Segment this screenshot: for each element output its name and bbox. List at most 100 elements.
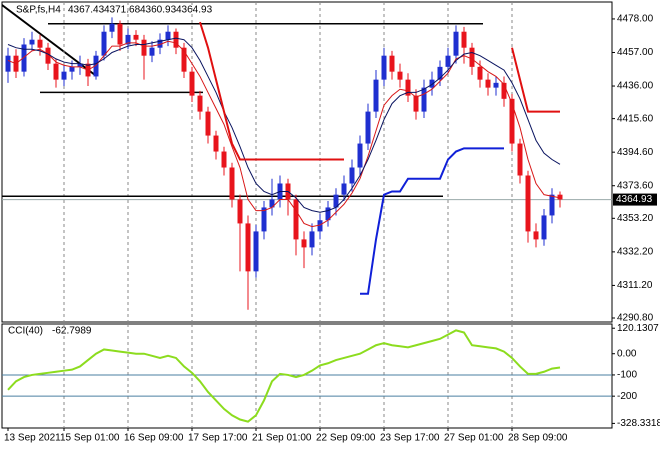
candle-body — [101, 31, 107, 56]
candle-body — [381, 55, 387, 80]
y-tick-label: 4457.00 — [617, 47, 654, 58]
header-open: 4367.43 — [68, 5, 105, 16]
x-tick-label: 13 Sep 2021 — [4, 433, 61, 444]
cci-tick-label: -100 — [617, 370, 637, 381]
candle-body — [157, 39, 163, 48]
indicator-line — [7, 37, 561, 213]
y-tick-label: 4415.60 — [617, 113, 654, 124]
y-tick-label: 4311.20 — [617, 280, 653, 291]
y-tick-label: 4394.60 — [617, 147, 654, 158]
candle-body — [413, 95, 419, 112]
candle-body — [509, 98, 515, 144]
candle-body — [189, 71, 195, 96]
candle-body — [477, 66, 483, 80]
x-tick-label: 17 Sep 17:00 — [188, 433, 248, 444]
candle-body — [429, 79, 435, 88]
candle-body — [549, 194, 555, 216]
candle-body — [541, 215, 547, 240]
candle-body — [141, 39, 147, 56]
candle-body — [125, 34, 131, 45]
candle-body — [357, 143, 363, 168]
candle-body — [237, 199, 243, 224]
last-price-box — [613, 193, 657, 206]
candle-body — [325, 207, 331, 221]
x-tick-label: 27 Sep 01:00 — [444, 433, 504, 444]
x-tick-label: 15 Sep 01:00 — [60, 433, 120, 444]
candle-body — [469, 47, 475, 67]
candle-body — [29, 39, 35, 45]
x-tick-label: 16 Sep 09:00 — [124, 433, 184, 444]
indicator-line — [199, 21, 344, 161]
x-tick-label: 28 Sep 09:00 — [508, 433, 568, 444]
symbol: S&P,fs,H4 — [16, 5, 61, 16]
candle-body — [341, 183, 347, 195]
cci-tick-label: -328.3318 — [617, 418, 660, 429]
candle-body — [269, 199, 275, 208]
candle-body — [165, 31, 171, 40]
candle-body — [309, 231, 315, 248]
candle-body — [181, 47, 187, 72]
candle-body — [365, 111, 371, 144]
candle-body — [77, 63, 83, 67]
header-low: 4360.93 — [140, 5, 177, 16]
y-tick-label: 4290.80 — [617, 313, 654, 324]
header-close: 4364.93 — [176, 5, 213, 16]
candle-body — [461, 31, 467, 48]
candle-body — [21, 44, 27, 72]
candle-body — [213, 135, 219, 152]
candle-body — [397, 71, 403, 80]
candle-body — [69, 66, 75, 72]
candle-body — [317, 220, 323, 232]
last-price-label: 4364.93 — [616, 194, 653, 205]
candle-body — [149, 47, 155, 56]
candle-body — [133, 34, 139, 40]
candle-body — [229, 167, 235, 200]
candle-body — [173, 31, 179, 48]
candle-body — [501, 82, 507, 99]
candle-body — [533, 231, 539, 240]
candle-body — [245, 223, 251, 272]
candle-body — [293, 199, 299, 240]
candle-body — [349, 167, 355, 184]
candle-body — [37, 39, 43, 48]
candle-body — [493, 82, 499, 88]
header-high: 4371.68 — [104, 5, 141, 16]
cci-last: -62.7989 — [52, 326, 92, 337]
candle-body — [261, 207, 267, 232]
candle-body — [61, 71, 67, 80]
candle-body — [557, 194, 563, 200]
candle-body — [45, 47, 51, 64]
candle-body — [205, 111, 211, 136]
x-tick-label: 23 Sep 17:00 — [380, 433, 440, 444]
cci-tick-label: 120.1307 — [617, 323, 659, 334]
candle-body — [373, 79, 379, 112]
candle-body — [445, 55, 451, 67]
candle-body — [333, 194, 339, 208]
candle-body — [117, 23, 123, 45]
candle-body — [389, 55, 395, 72]
candle-body — [453, 31, 459, 56]
y-tick-label: 4478.00 — [617, 14, 654, 25]
cci-line — [7, 329, 561, 423]
candle-body — [485, 79, 491, 88]
y-tick-label: 4373.60 — [617, 180, 654, 191]
candle-body — [253, 231, 259, 272]
indicator-line — [360, 147, 504, 295]
candle-body — [93, 55, 99, 77]
candle-body — [405, 79, 411, 96]
candle-body — [109, 23, 115, 32]
y-tick-label: 4436.00 — [617, 81, 654, 92]
y-tick-label: 4332.20 — [617, 247, 654, 258]
candle-body — [221, 151, 227, 168]
cci-tick-label: 0.00 — [617, 348, 637, 359]
x-tick-label: 22 Sep 09:00 — [316, 433, 376, 444]
indicator-line — [7, 40, 561, 228]
candle-body — [53, 63, 59, 80]
indicator-line — [511, 47, 560, 113]
cci-title: CCI(40) — [8, 326, 43, 337]
cci-frame — [1, 323, 613, 429]
candle-body — [525, 175, 531, 232]
candle-body — [197, 95, 203, 112]
